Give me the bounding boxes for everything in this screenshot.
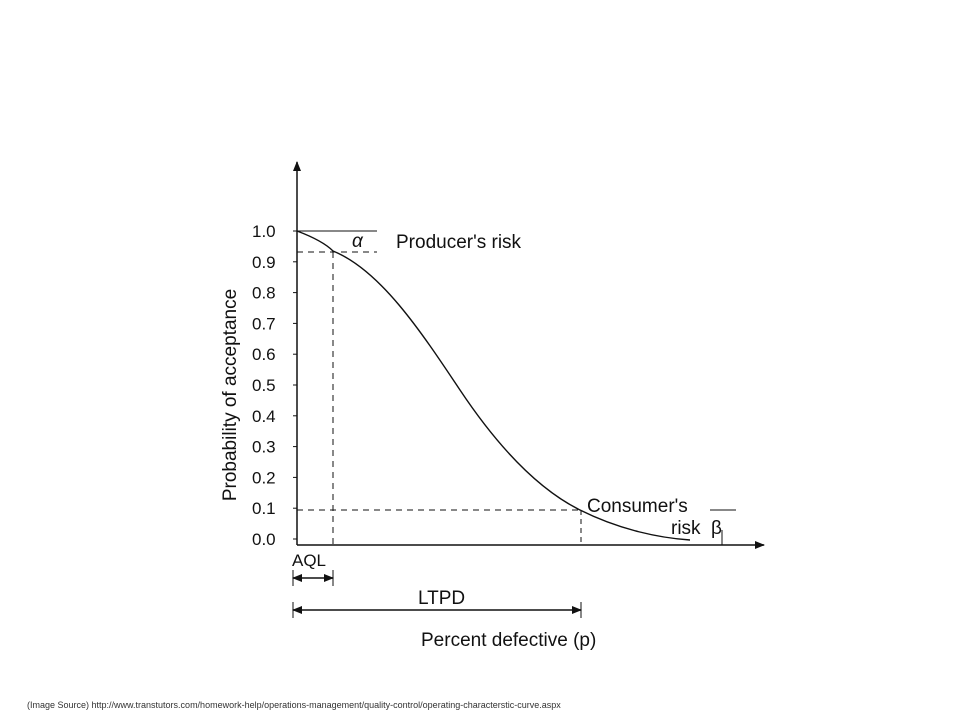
- aql-label: AQL: [292, 551, 326, 570]
- x-axis-label: Percent defective (p): [421, 630, 596, 651]
- y-tick-label: 0.2: [252, 468, 276, 487]
- consumers-risk-label-line1: Consumer's: [587, 496, 688, 517]
- consumers-risk-label-line2: risk: [671, 518, 701, 539]
- y-tick-label: 0.9: [252, 253, 276, 272]
- beta-symbol: β: [711, 518, 722, 539]
- y-tick-label: 0.0: [252, 530, 276, 549]
- alpha-symbol: α: [352, 231, 364, 252]
- y-tick-labels: 1.0 0.9 0.8 0.7 0.6 0.5 0.4 0.3 0.2 0.1 0.0: [252, 222, 297, 549]
- image-source-caption: (Image Source) http://www.transtutors.co…: [27, 700, 561, 710]
- y-tick-label: 0.3: [252, 438, 276, 457]
- producers-risk-label: Producer's risk: [396, 232, 522, 253]
- y-tick-label: 0.8: [252, 284, 276, 303]
- y-tick-label: 1.0: [252, 222, 276, 241]
- y-tick-label: 0.4: [252, 407, 276, 426]
- y-tick-label: 0.5: [252, 376, 276, 395]
- y-tick-label: 0.6: [252, 345, 276, 364]
- y-tick-label: 0.1: [252, 499, 276, 518]
- y-tick-label: 0.7: [252, 314, 276, 333]
- oc-curve: [296, 230, 691, 541]
- ltpd-label: LTPD: [418, 588, 465, 609]
- y-axis-label: Probability of acceptance: [220, 289, 241, 501]
